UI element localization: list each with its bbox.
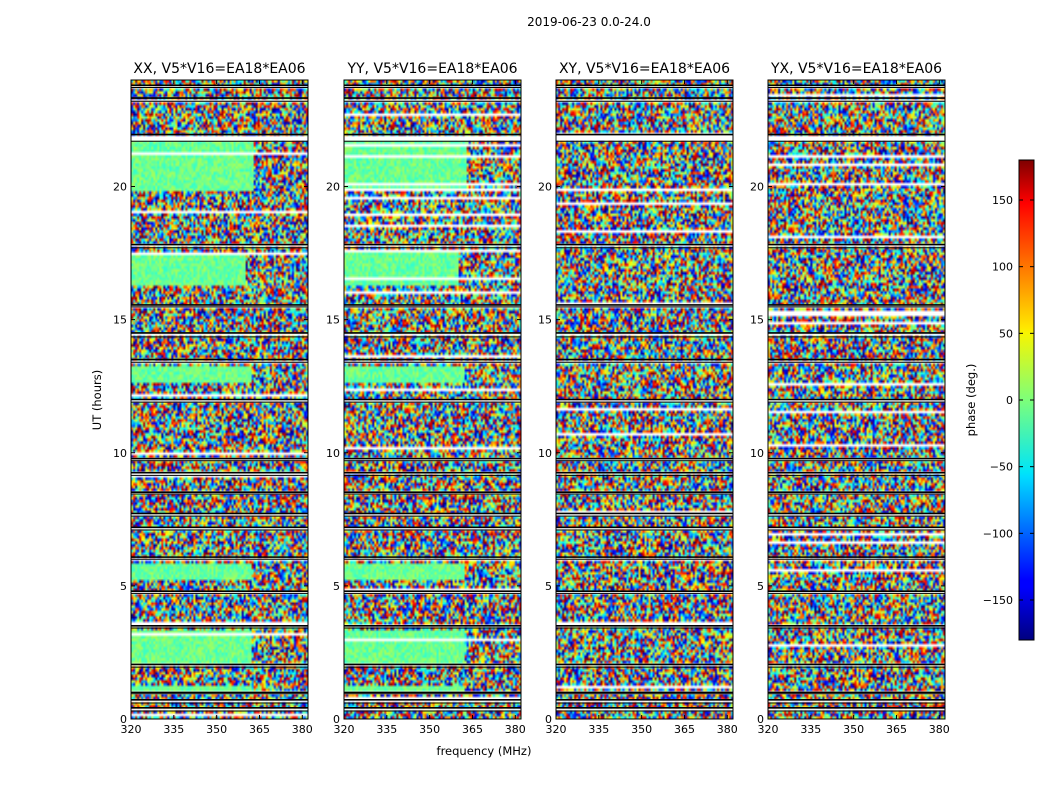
y-tick-label: 10 xyxy=(113,447,127,460)
x-tick-label: 320 xyxy=(546,723,567,736)
colorbar-tick-label: −50 xyxy=(990,461,1013,474)
colorbar-tick-label: −100 xyxy=(983,527,1013,540)
y-tick-label: 10 xyxy=(538,447,552,460)
axes-frame xyxy=(130,79,309,720)
y-tick-label: 15 xyxy=(113,314,127,327)
y-tick-label: 15 xyxy=(750,314,764,327)
panel-yx: YX, V5*V16=EA18*EA06 320 335 350 365 380 0 5 10 1… xyxy=(750,61,950,736)
x-tick-label: 320 xyxy=(758,723,779,736)
axes-frame xyxy=(343,79,522,720)
y-tick-label: 20 xyxy=(326,181,340,194)
x-tick-label: 350 xyxy=(631,723,652,736)
x-tick-label: 380 xyxy=(292,723,313,736)
x-tick-label: 365 xyxy=(674,723,695,736)
y-tick-label: 0 xyxy=(333,713,340,726)
y-tick-label: 5 xyxy=(120,580,127,593)
y-tick-label: 10 xyxy=(750,447,764,460)
axes-frame xyxy=(767,79,946,720)
colorbar-tick-label: 100 xyxy=(992,261,1013,274)
figure-title: 2019-06-23 0.0-24.0 xyxy=(527,15,651,29)
y-tick-label: 0 xyxy=(120,713,127,726)
y-tick-label: 20 xyxy=(750,181,764,194)
y-tick-label: 20 xyxy=(538,181,552,194)
x-axis-label: frequency (MHz) xyxy=(437,744,532,758)
y-tick-label: 5 xyxy=(333,580,340,593)
y-tick-label: 15 xyxy=(538,314,552,327)
y-tick-label: 20 xyxy=(113,181,127,194)
y-tick-label: 5 xyxy=(545,580,552,593)
panels: XX, V5*V16=EA18*EA06 320 335 350 365 380 0 5 10 1… xyxy=(113,61,950,736)
y-tick-label: 5 xyxy=(757,580,764,593)
panel-yy: YY, V5*V16=EA18*EA06 320 335 350 365 380 0 5 10 1… xyxy=(326,61,526,736)
panel-title: YX, V5*V16=EA18*EA06 xyxy=(770,61,942,77)
x-tick-label: 380 xyxy=(929,723,950,736)
panel-title: XY, V5*V16=EA18*EA06 xyxy=(559,61,730,77)
colorbar-tick-label: 150 xyxy=(992,194,1013,207)
x-tick-label: 335 xyxy=(800,723,821,736)
axes-frame xyxy=(555,79,734,720)
x-tick-label: 350 xyxy=(206,723,227,736)
x-tick-label: 335 xyxy=(588,723,609,736)
x-tick-label: 365 xyxy=(462,723,483,736)
x-tick-label: 380 xyxy=(717,723,738,736)
panel-title: YY, V5*V16=EA18*EA06 xyxy=(346,61,517,77)
x-tick-label: 335 xyxy=(376,723,397,736)
colorbar: −150 −100 −50 0 50 100 150 phase (deg.) xyxy=(964,159,1035,641)
y-axis-label: UT (hours) xyxy=(90,370,104,430)
x-tick-label: 320 xyxy=(121,723,142,736)
x-tick-label: 320 xyxy=(334,723,355,736)
colorbar-tick-label: 50 xyxy=(999,327,1013,340)
x-tick-label: 350 xyxy=(843,723,864,736)
y-tick-label: 0 xyxy=(757,713,764,726)
x-tick-label: 365 xyxy=(249,723,270,736)
panel-title: XX, V5*V16=EA18*EA06 xyxy=(133,61,305,77)
y-tick-label: 15 xyxy=(326,314,340,327)
colorbar-tick-label: 0 xyxy=(1006,394,1013,407)
panel-xx: XX, V5*V16=EA18*EA06 320 335 350 365 380 0 5 10 1… xyxy=(113,61,313,736)
x-tick-label: 350 xyxy=(419,723,440,736)
y-tick-label: 0 xyxy=(545,713,552,726)
panel-xy: XY, V5*V16=EA18*EA06 320 335 350 365 380 0 5 10 1… xyxy=(538,61,738,736)
x-tick-label: 380 xyxy=(505,723,526,736)
x-tick-label: 335 xyxy=(163,723,184,736)
y-tick-label: 10 xyxy=(326,447,340,460)
colorbar-tick-label: −150 xyxy=(983,594,1013,607)
colorbar-label: phase (deg.) xyxy=(964,364,978,437)
x-tick-label: 365 xyxy=(886,723,907,736)
